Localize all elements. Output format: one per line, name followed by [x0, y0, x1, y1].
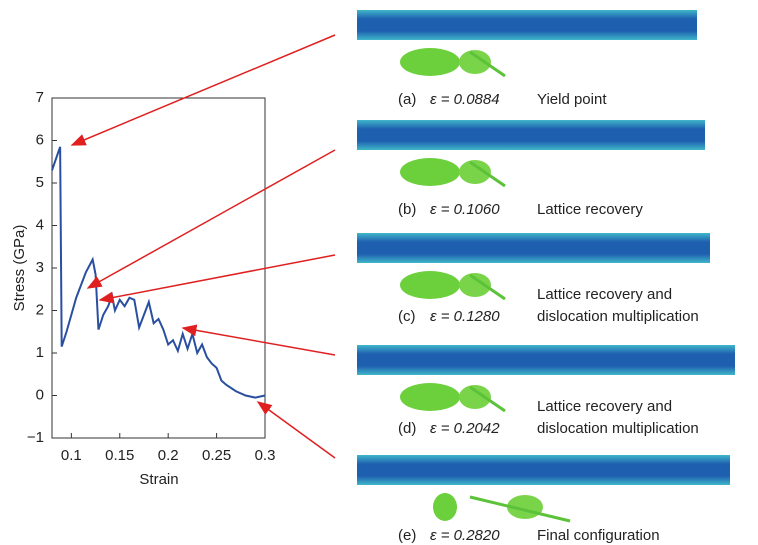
panel-strain: ε = 0.0884	[430, 91, 500, 108]
cluster	[400, 271, 460, 299]
panel-tag: (e)	[398, 527, 416, 544]
panel-strain: ε = 0.1060	[430, 201, 500, 218]
panel-caption: Lattice recovery and	[537, 286, 672, 303]
panel-caption: Lattice recovery and	[537, 398, 672, 415]
y-tick-label: 7	[36, 89, 44, 106]
atom-bar	[357, 233, 710, 263]
panel-tag: (d)	[398, 420, 416, 437]
panel-tag: (c)	[398, 308, 416, 325]
y-tick-label: 4	[36, 216, 44, 233]
atom-bar	[357, 455, 730, 485]
arrow	[88, 150, 335, 288]
x-tick-label: 0.2	[158, 447, 179, 464]
x-tick-label: 0.25	[202, 447, 231, 464]
stress-strain-line	[52, 147, 265, 398]
figure: Strain Stress (GPa) −1 0 1 2 3 4 5 6 7 0.1 0.15 0.2…	[0, 0, 758, 545]
panel-strain: ε = 0.1280	[430, 308, 500, 325]
arrow	[183, 328, 335, 355]
cluster	[433, 493, 457, 521]
x-tick-label: 0.1	[61, 447, 82, 464]
cluster	[400, 48, 460, 76]
x-tick-label: 0.15	[105, 447, 134, 464]
panel-strain: ε = 0.2042	[430, 420, 500, 437]
cluster	[400, 383, 460, 411]
x-tick-label: 0.3	[255, 447, 276, 464]
cluster	[400, 158, 460, 186]
panel-tag: (b)	[398, 201, 416, 218]
y-tick-label: 3	[36, 259, 44, 276]
panel-tag: (a)	[398, 91, 416, 108]
atom-bar	[357, 10, 697, 40]
panel-caption: dislocation multiplication	[537, 420, 699, 437]
panel-caption: Final configuration	[537, 527, 660, 544]
y-tick-label: 6	[36, 131, 44, 148]
y-axis-label: Stress (GPa)	[11, 225, 28, 312]
plot-frame	[52, 98, 265, 438]
y-tick-label: −1	[27, 429, 44, 446]
y-tick-label: 1	[36, 344, 44, 361]
atom-bar	[357, 120, 705, 150]
panel-strain: ε = 0.2820	[430, 527, 500, 544]
panel-caption: dislocation multiplication	[537, 308, 699, 325]
y-tick-label: 0	[36, 386, 44, 403]
arrow	[72, 35, 335, 145]
x-axis-label: Strain	[139, 471, 178, 488]
atom-bar	[357, 345, 735, 375]
panel-caption: Yield point	[537, 91, 607, 108]
y-tick-label: 5	[36, 174, 44, 191]
y-tick-label: 2	[36, 301, 44, 318]
panel-caption: Lattice recovery	[537, 201, 643, 218]
